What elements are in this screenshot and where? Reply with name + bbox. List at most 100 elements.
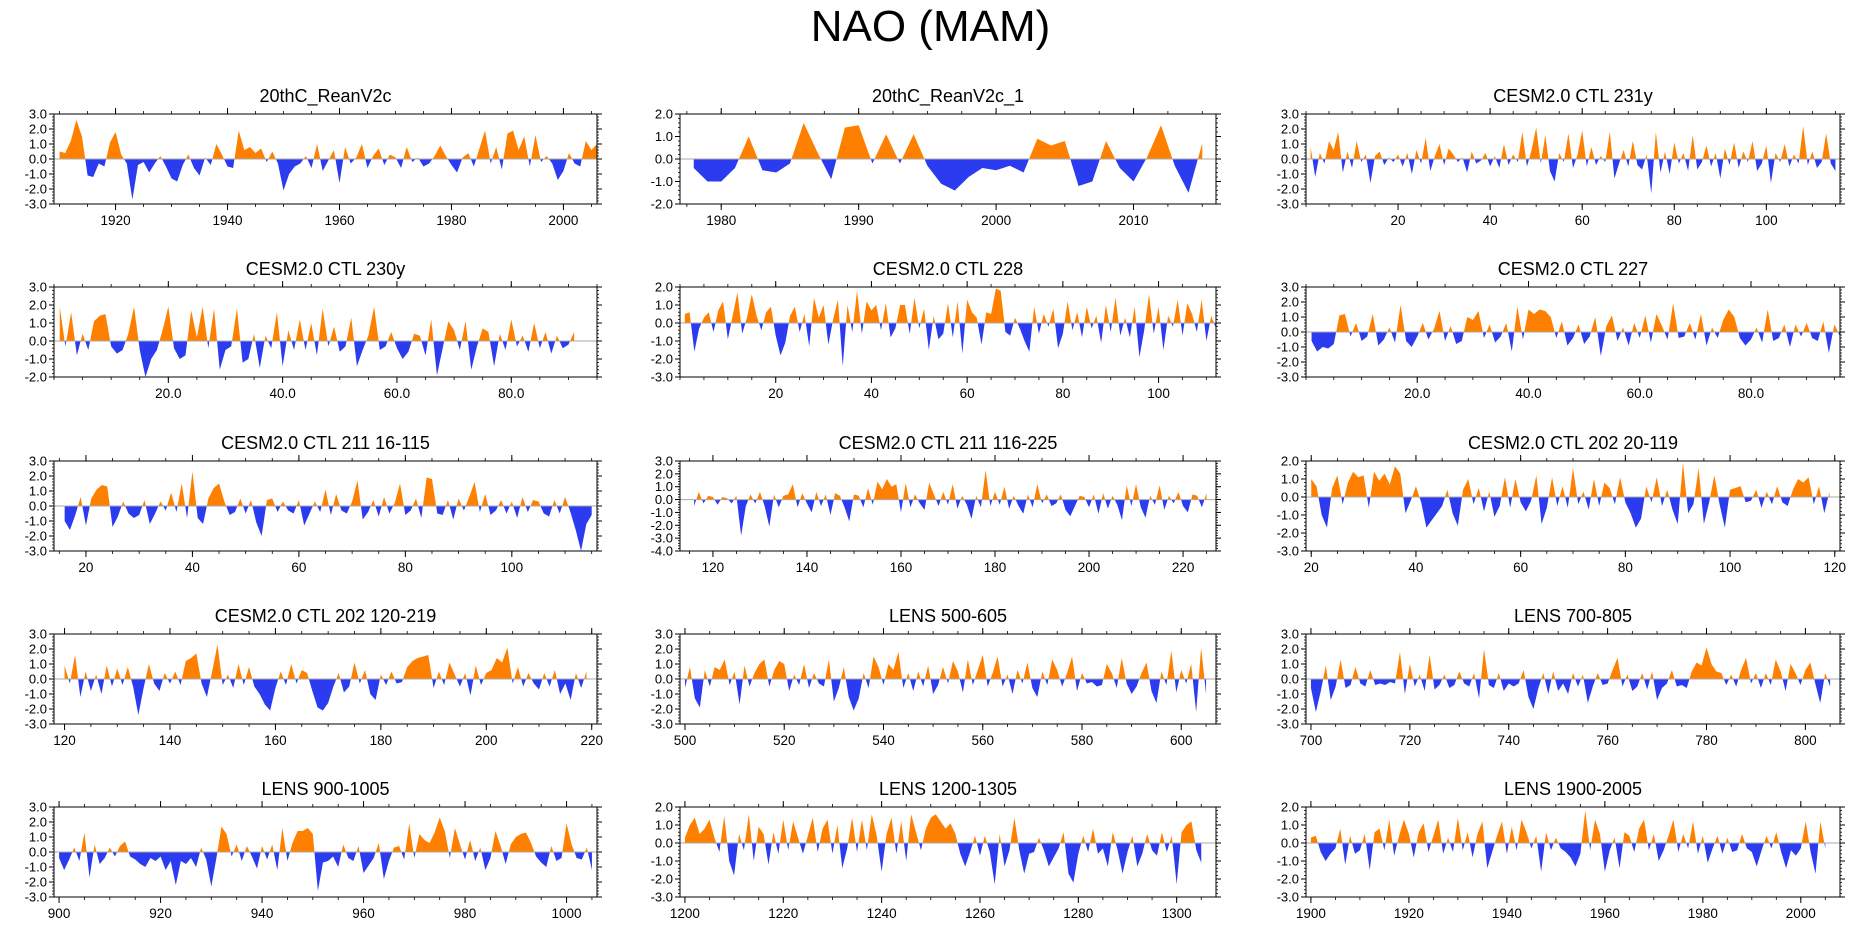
series-area [684,647,1207,712]
x-tick-label: 40.0 [1515,386,1541,401]
panel-title: CESM2.0 CTL 227 [1498,259,1648,279]
y-tick-label: -2.0 [25,182,47,197]
panel-title: 20thC_ReanV2c_1 [872,86,1024,107]
y-tick-label: 2.0 [29,298,47,313]
negative-area [59,852,592,891]
x-tick-label: 940 [251,906,274,921]
positive-area [72,817,588,852]
x-tick-label: 980 [454,906,477,921]
y-tick-label: -2.0 [25,370,47,385]
y-tick-label: 1.0 [1281,818,1299,833]
x-tick-label: 100 [1147,386,1170,401]
y-tick-label: 0.0 [29,845,47,860]
series-area [1311,462,1830,528]
y-tick-label: 3.0 [29,800,47,815]
y-tick-label: 2.0 [29,815,47,830]
y-tick-label: -1.0 [651,854,673,869]
y-tick-label: -1.0 [25,860,47,875]
y-tick-label: 2.0 [655,466,673,481]
series-area [693,123,1203,193]
y-tick-label: -3.0 [1277,544,1299,559]
y-tick-label: 2.0 [1281,122,1299,137]
panel-5: 2.0 1.0 0.0 -1.0 -2.0 -3.0 20 40 60 80 100 CESM2.0 … [651,259,1221,401]
x-tick-label: 60 [291,560,306,575]
series-area [1310,647,1831,712]
x-tick-label: 80.0 [1738,386,1764,401]
negative-area [64,341,571,377]
y-tick-label: -1.0 [1277,854,1299,869]
y-tick-label: 0.0 [1281,325,1299,340]
x-tick-label: 1220 [768,906,798,921]
x-tick-label: 500 [674,733,697,748]
panel-title: LENS 500-605 [889,606,1007,626]
y-tick-label: 3.0 [29,454,47,469]
y-tick-label: -2.0 [651,518,673,533]
x-tick-label: 80 [1055,386,1070,401]
y-tick-label: -3.0 [25,544,47,559]
y-tick-label: 0.0 [29,152,47,167]
y-tick-label: -2.0 [651,352,673,367]
y-tick-label: -1.0 [651,334,673,349]
x-tick-label: 1260 [965,906,995,921]
positive-area [64,644,587,679]
series-area [684,814,1202,885]
positive-area [77,471,569,506]
x-tick-label: 700 [1300,733,1323,748]
y-tick-label: 2.0 [655,280,673,295]
x-tick-label: 1200 [670,906,700,921]
panel-8: 3.02.01.00.0-1.0-2.0-3.0-4.0 120 140 160 180… [651,433,1221,575]
y-tick-label: 1.0 [29,657,47,672]
x-tick-label: 180 [984,560,1007,575]
x-tick-label: 2000 [548,213,578,228]
series-area [59,120,597,200]
x-tick-label: 80 [398,560,413,575]
negative-area [64,506,592,551]
y-tick-label: -2.0 [1277,702,1299,717]
positive-area [1323,647,1828,679]
plot-frame [1305,806,1841,898]
y-tick-label: -3.0 [651,717,673,732]
y-tick-label: 3.0 [29,280,47,295]
plot-frame [679,460,1217,552]
x-tick-label: 800 [1794,733,1817,748]
x-tick-label: 20.0 [155,386,181,401]
series-area [59,817,592,891]
y-tick-label: 1.0 [655,479,673,494]
negative-area [693,159,1198,193]
plot-frame [53,286,598,378]
plot-frame [679,286,1217,378]
y-tick-label: -2.0 [651,872,673,887]
y-tick-label: -1.0 [25,514,47,529]
x-tick-label: 40.0 [269,386,295,401]
x-tick-label: 1280 [1063,906,1093,921]
negative-area [1312,159,1836,194]
x-tick-label: 960 [352,906,375,921]
x-tick-label: 60 [1575,213,1590,228]
x-tick-label: 200 [1078,560,1101,575]
y-tick-label: -1.0 [1277,340,1299,355]
y-tick-label: 1.0 [655,818,673,833]
x-tick-label: 600 [1170,733,1193,748]
x-tick-label: 140 [159,733,182,748]
series-area [1311,303,1840,356]
panel-1: 3.02.01.00.0-1.0-2.0-3.0 1920 1940 1960 1980… [25,86,602,228]
y-tick-label: -1.0 [1277,508,1299,523]
x-tick-label: 20 [1304,560,1319,575]
y-tick-label: -2.0 [25,875,47,890]
panel-6: 3.02.01.00.0-1.0-2.0-3.0 20.0 40.0 60.0 80.0… [1277,259,1845,401]
negative-area [1311,332,1840,356]
plot-frame [679,806,1217,898]
y-tick-label: 1.0 [29,484,47,499]
series-area [64,644,587,715]
negative-area [85,159,582,200]
x-tick-label: 160 [264,733,287,748]
positive-area [1310,810,1825,843]
x-tick-label: 100 [1719,560,1742,575]
positive-area [684,288,1214,323]
x-tick-label: 80 [1618,560,1633,575]
y-tick-label: 2.0 [29,469,47,484]
y-tick-label: 1.0 [655,298,673,313]
x-tick-label: 20.0 [1404,386,1430,401]
x-tick-label: 2000 [981,213,1011,228]
